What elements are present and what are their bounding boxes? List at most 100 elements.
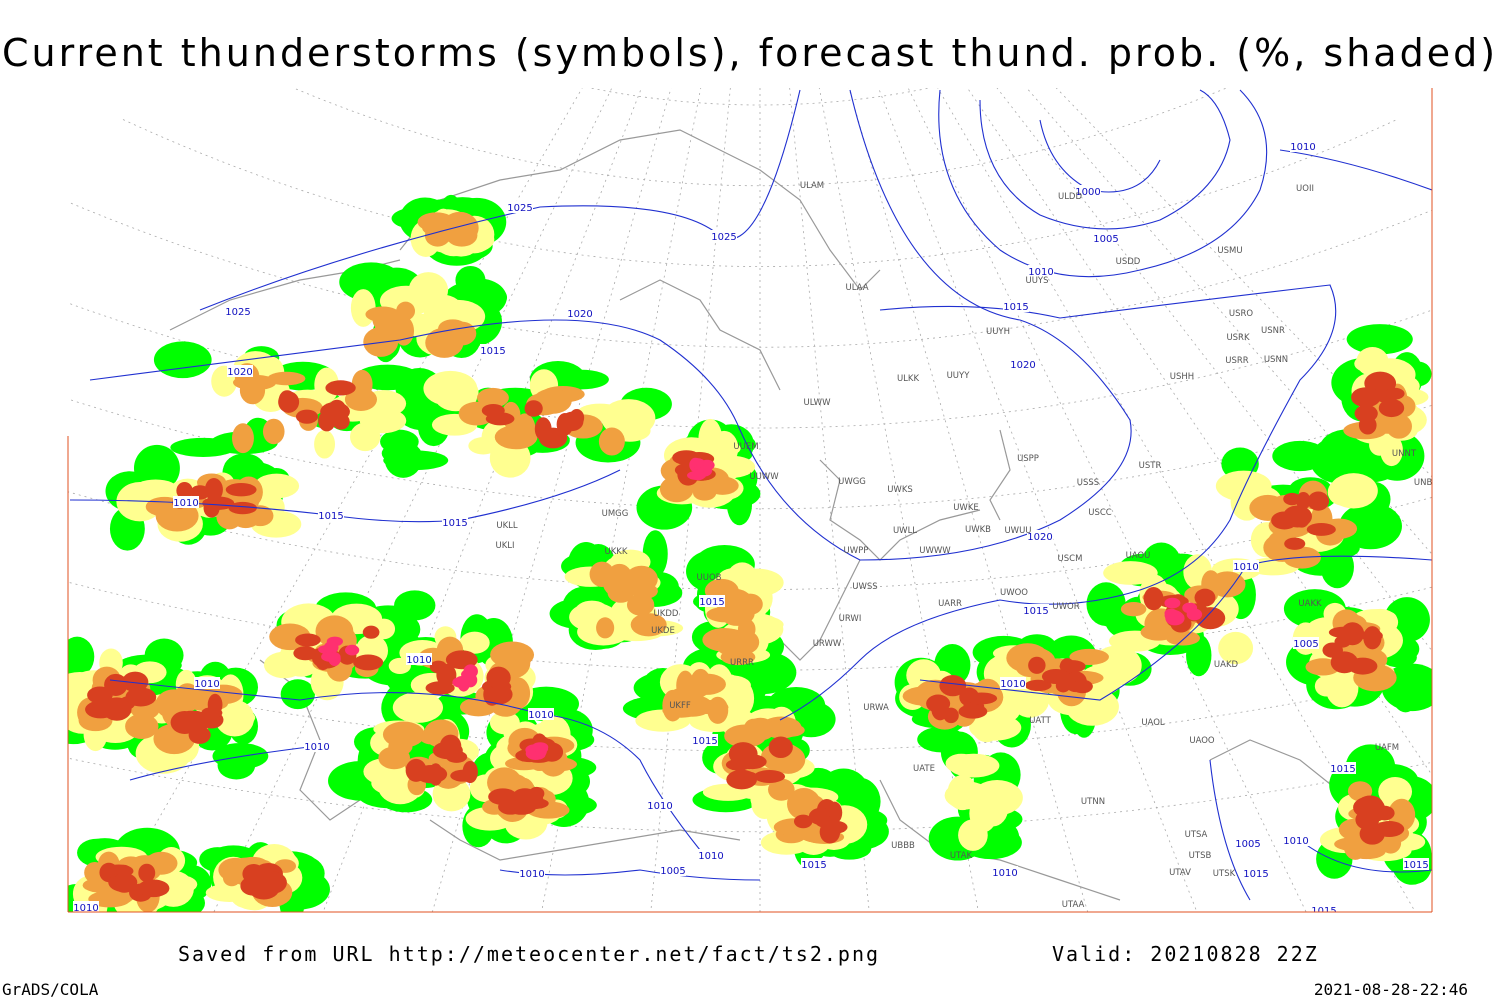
shading-patch xyxy=(1296,492,1311,510)
station-code: URWI xyxy=(839,614,862,624)
isobar-label-bg xyxy=(318,509,344,521)
isobar-label: 1015 xyxy=(1243,869,1268,880)
isobar-label-bg xyxy=(567,307,593,319)
isobar-label: 1010 xyxy=(1290,142,1315,153)
shading-patch xyxy=(1218,631,1254,665)
station-code: USRO xyxy=(1229,309,1254,319)
shading-patch xyxy=(1186,634,1212,677)
isobar xyxy=(199,89,801,311)
isobar-label: 1010 xyxy=(1283,836,1308,847)
station-code: UWWW xyxy=(919,546,951,556)
coastline xyxy=(399,129,881,291)
station-code: USNR xyxy=(1261,326,1285,336)
station-code: UUYY xyxy=(947,371,971,381)
station-code: UUYH xyxy=(986,327,1010,337)
isobar-label-bg xyxy=(1028,265,1054,277)
shading-patch xyxy=(1354,354,1385,373)
shading-patch xyxy=(201,707,223,719)
isobar-label: 1005 xyxy=(1093,234,1118,245)
isobar-label-bg xyxy=(480,344,506,356)
shading-patch xyxy=(293,646,318,661)
shading-patch xyxy=(164,875,198,894)
station-code: URWW xyxy=(813,639,842,649)
shading-patch xyxy=(215,699,255,737)
shading-patch xyxy=(353,654,384,671)
isobar xyxy=(919,555,1432,701)
shading-patch xyxy=(68,636,95,677)
station-code: UATE xyxy=(913,764,935,774)
isobar-label: 1020 xyxy=(227,367,252,378)
shading-patch xyxy=(256,871,287,895)
station-code: UAKK xyxy=(1298,599,1322,609)
station-code: USHH xyxy=(1170,372,1194,382)
software-credit: GrADS/COLA xyxy=(2,980,99,999)
shading-patch xyxy=(1282,505,1312,528)
isobar-label-bg xyxy=(507,201,533,213)
shading-patch xyxy=(524,400,543,417)
station-code: UKFF xyxy=(669,701,691,711)
isobar-label: 1020 xyxy=(567,309,592,320)
isobar-label: 1010 xyxy=(304,742,329,753)
shading-patch xyxy=(670,699,708,715)
station-code: UTSB xyxy=(1189,851,1212,861)
isobar-label-bg xyxy=(692,734,718,746)
shading-patch xyxy=(436,663,457,687)
meridian xyxy=(213,88,613,912)
shading-patch xyxy=(554,369,609,390)
shading-patch xyxy=(1024,679,1052,692)
shading-patch xyxy=(1215,470,1272,502)
shading-patch xyxy=(327,399,347,422)
shading-patch xyxy=(176,481,193,500)
station-code: UKDE xyxy=(651,626,675,636)
isobar-label-bg xyxy=(225,305,251,317)
shading-patch xyxy=(598,427,625,456)
isobar-label-bg xyxy=(1003,300,1029,312)
station-code: UUYS xyxy=(1025,276,1048,286)
shading-patch xyxy=(323,641,339,654)
shading-patch xyxy=(687,673,726,695)
isobar-label-bg xyxy=(1023,604,1049,616)
station-code: UUOB xyxy=(697,573,722,583)
isobar-label: 1015 xyxy=(442,518,467,529)
isobar-label-bg xyxy=(992,866,1018,878)
shading-patch xyxy=(1055,678,1071,693)
station-code: UWOR xyxy=(1052,602,1079,612)
timestamp: 2021-08-28-22:46 xyxy=(1314,980,1468,999)
shading-patch xyxy=(939,675,967,697)
shading-patch xyxy=(953,786,987,806)
shading-patch xyxy=(350,289,376,327)
meridian xyxy=(878,88,1198,912)
isobar-label-bg xyxy=(194,677,220,689)
station-code: UAOL xyxy=(1141,718,1165,728)
station-code: UTAA xyxy=(1062,900,1085,910)
meridian xyxy=(848,88,1089,912)
shading-patch xyxy=(394,590,436,621)
shading-patch xyxy=(958,704,988,719)
isobar-label-bg xyxy=(1243,867,1269,879)
isobar-label: 1015 xyxy=(801,860,826,871)
shading-patch xyxy=(1209,571,1246,598)
station-code: UKLI xyxy=(495,541,514,551)
station-code: USCM xyxy=(1058,554,1083,564)
shading-patch xyxy=(280,679,315,710)
isobar-label: 1010 xyxy=(992,868,1017,879)
station-code: UAKD xyxy=(1214,660,1239,670)
shading-patch xyxy=(1354,404,1378,423)
shading-patch xyxy=(461,669,476,680)
shading-patch xyxy=(1322,642,1343,658)
station-code: UKDD xyxy=(654,609,679,619)
isobar-label: 1015 xyxy=(1330,764,1355,775)
shading-patch xyxy=(1384,387,1405,400)
shading-patch xyxy=(692,485,717,501)
shading-patch xyxy=(1378,776,1413,807)
isobar-label: 1010 xyxy=(698,851,723,862)
shading-patch xyxy=(556,412,574,436)
isobar-label: 1010 xyxy=(528,710,553,721)
shading-patch xyxy=(958,819,988,851)
isobar-label-bg xyxy=(227,365,253,377)
isobar-label-bg xyxy=(1027,530,1053,542)
isobar-label: 1025 xyxy=(711,232,736,243)
shading-patch xyxy=(314,429,336,459)
station-code: USCC xyxy=(1088,508,1112,518)
shading-patch xyxy=(1380,434,1403,467)
